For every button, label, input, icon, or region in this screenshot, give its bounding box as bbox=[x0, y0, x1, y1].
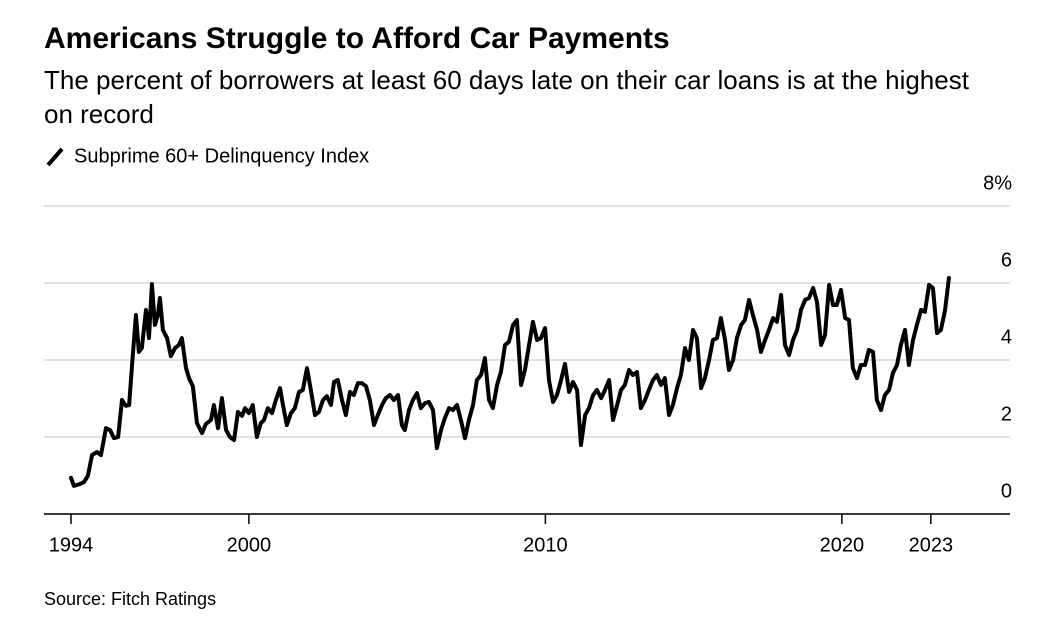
x-tick-label: 2023 bbox=[909, 534, 954, 556]
y-tick-label: 0 bbox=[1001, 480, 1012, 502]
legend-label: Subprime 60+ Delinquency Index bbox=[74, 145, 369, 167]
chart-title: Americans Struggle to Afford Car Payment… bbox=[44, 22, 670, 55]
x-tick-label: 2010 bbox=[523, 534, 568, 556]
y-tick-label: 8% bbox=[983, 172, 1012, 194]
x-tick-label: 2020 bbox=[820, 534, 865, 556]
y-tick-label: 2 bbox=[1001, 403, 1012, 425]
y-tick-label: 4 bbox=[1001, 326, 1012, 348]
chart-subtitle: The percent of borrowers at least 60 day… bbox=[44, 65, 970, 129]
x-tick-label: 1994 bbox=[49, 534, 94, 556]
x-tick-label: 2000 bbox=[227, 534, 272, 556]
data-line bbox=[68, 276, 951, 488]
y-tick-label: 6 bbox=[1001, 249, 1012, 271]
legend-swatch bbox=[46, 147, 64, 167]
source: Source: Fitch Ratings bbox=[44, 589, 216, 609]
